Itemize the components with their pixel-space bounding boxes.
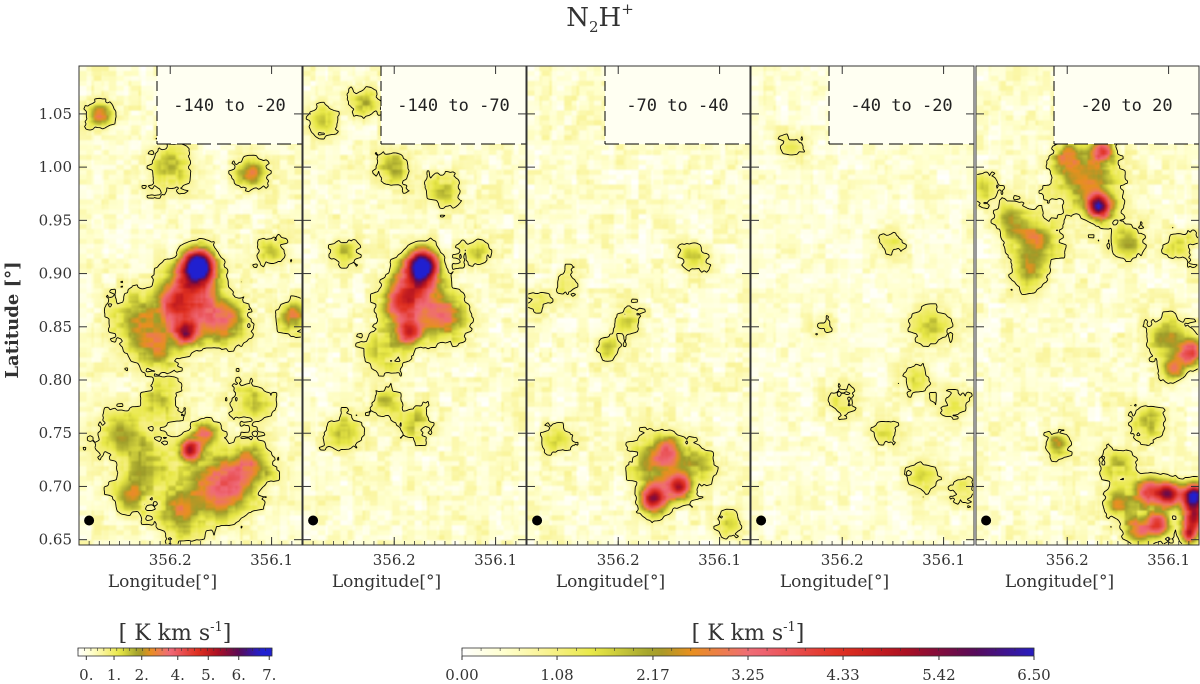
y-axis-label: Latitude [°]	[2, 261, 23, 378]
panel-2-x-tick-label: 356.2	[373, 551, 416, 569]
colorbar-1: [ K km s-1] 0. 1. 2. 4. 5. 6. 7.	[77, 620, 276, 684]
colorbar-tick-label: 6.	[232, 666, 246, 684]
panel-4-label-box	[829, 66, 974, 144]
colorbar-tick-label: 2.	[135, 666, 149, 684]
panel-4-contour	[777, 133, 974, 509]
y-tick-label: 0.90	[39, 265, 72, 283]
x-axis-labels: 356.2 356.1 Longitude[°] 356.2 356.1 Longitud…	[108, 551, 1190, 592]
colorbar-2-title: [ K km s-1]	[692, 620, 805, 646]
y-tick-label: 1.00	[39, 158, 72, 176]
colorbar-tick-label: 3.25	[731, 666, 764, 684]
panel-5-x-tick-label: 356.1	[1147, 551, 1190, 569]
panel-3-contour	[527, 242, 743, 540]
panel-3: -70 to -40	[526, 65, 751, 546]
colorbar-1-ticks: 0. 1. 2. 4. 5. 6. 7.	[77, 648, 276, 684]
colorbar-tick-label: 5.42	[922, 666, 955, 684]
y-tick-label: 0.65	[39, 531, 72, 549]
chart-title: N2H+	[566, 0, 634, 36]
panel-5: -20 to 20	[975, 65, 1200, 546]
panel-1-x-tick-label: 356.1	[250, 551, 293, 569]
panel-2-map	[303, 66, 526, 545]
colorbar-tick-label: 7.	[262, 666, 276, 684]
colorbar-tick-label: 6.50	[1017, 666, 1050, 684]
panel-1-map	[79, 66, 302, 545]
panel-2-x-axis-label: Longitude[°]	[332, 572, 441, 592]
colorbar-2-ticks: 0.00 1.08 2.17 3.25 4.33 5.42 6.50	[445, 648, 1051, 684]
colorbar-tick-label: 2.17	[636, 666, 669, 684]
colorbar-1-title: [ K km s-1]	[119, 620, 232, 646]
panel-2-beam-marker	[308, 515, 319, 526]
panel-3-x-tick-label: 356.2	[597, 551, 640, 569]
colorbar-2: [ K km s-1] 0.00 1.08 2.17 3.25 4.33 5.42 6.50	[445, 620, 1050, 684]
panel-2-contour	[305, 86, 493, 452]
y-tick-label: 1.05	[39, 105, 72, 123]
panel-3-map	[527, 66, 750, 545]
panel-2: -140 to -70	[302, 65, 527, 546]
panel-1-velocity-label: -140 to -20	[173, 96, 286, 116]
panel-1-x-tick-label: 356.2	[149, 551, 192, 569]
y-tick-label: 0.70	[39, 477, 72, 495]
panel-4-velocity-label: -40 to -20	[850, 96, 952, 116]
colorbar-tick-label: 0.	[79, 666, 93, 684]
panel-5-x-tick-label: 356.2	[1046, 551, 1089, 569]
panel-group: -140 to -20 -140 to -70 -70 to -40 -40 to -…	[78, 65, 1200, 546]
y-tick-label: 0.80	[39, 371, 72, 389]
panel-4-x-axis-label: Longitude[°]	[780, 572, 889, 592]
panel-5-label-box	[1054, 66, 1199, 144]
panel-3-beam-marker	[532, 515, 543, 526]
panel-3-x-tick-label: 356.1	[698, 551, 741, 569]
y-tick-label: 0.85	[39, 318, 72, 336]
panel-5-x-axis-label: Longitude[°]	[1005, 572, 1114, 592]
panel-5-beam-marker	[981, 515, 992, 526]
panel-4-x-tick-label: 356.2	[821, 551, 864, 569]
panel-5-velocity-label: -20 to 20	[1080, 96, 1172, 116]
panel-5-map	[976, 66, 1199, 545]
panel-4-x-tick-label: 356.1	[922, 551, 965, 569]
panel-2-x-tick-label: 356.1	[474, 551, 517, 569]
colorbar-tick-label: 4.33	[826, 666, 859, 684]
panel-1: -140 to -20	[78, 65, 303, 546]
panel-2-velocity-label: -140 to -70	[397, 96, 510, 116]
colorbar-tick-label: 0.00	[445, 666, 478, 684]
panel-1-x-axis-label: Longitude[°]	[108, 572, 217, 592]
panel-1-label-box	[157, 66, 302, 144]
y-tick-labels: 0.65 0.70 0.75 0.80 0.85 0.90 0.95 1.00 1.05	[39, 105, 72, 549]
colorbar-tick-label: 4.	[171, 666, 185, 684]
colorbar-tick-label: 5.	[201, 666, 215, 684]
y-tick-label: 0.95	[39, 211, 72, 229]
panel-3-label-box	[605, 66, 750, 144]
panel-2-label-box	[381, 66, 526, 144]
panel-4: -40 to -20	[750, 65, 975, 546]
y-tick-label: 0.75	[39, 424, 72, 442]
panel-3-x-axis-label: Longitude[°]	[556, 572, 665, 592]
colorbar-tick-label: 1.08	[540, 666, 573, 684]
colorbar-tick-label: 1.	[107, 666, 121, 684]
panel-1-beam-marker	[84, 515, 95, 526]
panel-4-beam-marker	[756, 515, 767, 526]
panel-3-velocity-label: -70 to -40	[626, 96, 728, 116]
